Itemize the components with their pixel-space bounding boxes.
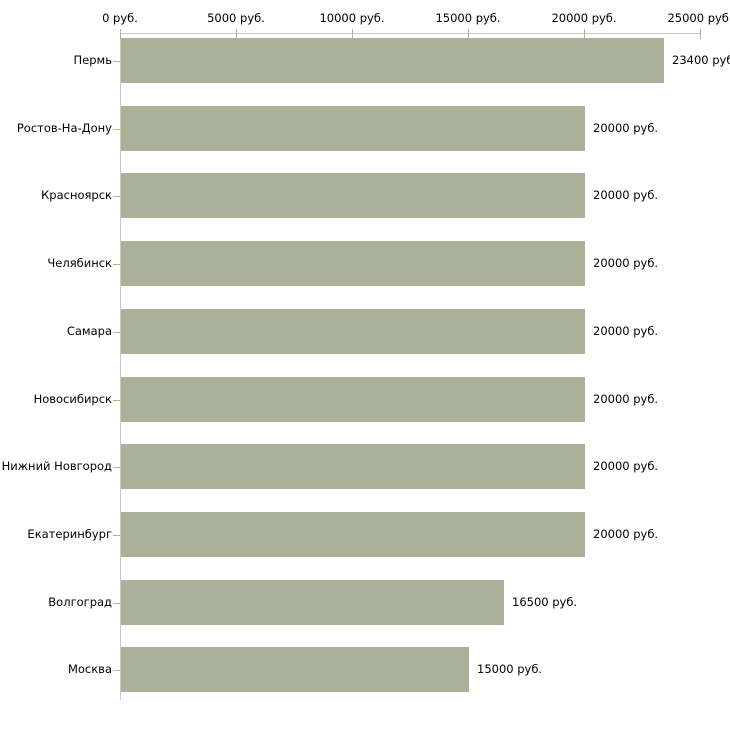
category-label: Нижний Новгород: [1, 459, 112, 473]
category-label: Новосибирск: [33, 392, 112, 406]
y-axis-tick: [113, 400, 120, 401]
x-axis-tick-label: 20000 руб.: [551, 11, 617, 25]
bar: [121, 106, 585, 151]
value-label: 23400 руб.: [672, 53, 730, 67]
category-label: Пермь: [73, 53, 112, 67]
x-axis-tick-label: 5000 руб.: [207, 11, 265, 25]
y-axis-tick: [113, 603, 120, 604]
value-label: 20000 руб.: [593, 392, 659, 406]
x-axis-line: [120, 33, 701, 34]
x-axis-tick: [352, 29, 353, 39]
bar: [121, 580, 504, 625]
y-axis-line: [120, 33, 121, 700]
value-label: 15000 руб.: [477, 662, 543, 676]
category-label: Ростов-На-Дону: [16, 121, 112, 135]
value-label: 20000 руб.: [593, 459, 659, 473]
y-axis-tick: [113, 129, 120, 130]
x-axis-tick: [468, 29, 469, 39]
value-label: 20000 руб.: [593, 527, 659, 541]
category-label: Волгоград: [48, 595, 112, 609]
bar: [121, 512, 585, 557]
category-label: Москва: [67, 662, 112, 676]
bar: [121, 241, 585, 286]
bar: [121, 173, 585, 218]
x-axis-tick: [700, 29, 701, 39]
x-axis-tick-label: 10000 руб.: [319, 11, 385, 25]
value-label: 20000 руб.: [593, 121, 659, 135]
y-axis-tick: [113, 332, 120, 333]
x-axis-tick: [120, 29, 121, 39]
bar: [121, 38, 664, 83]
y-axis-tick: [113, 196, 120, 197]
x-axis-tick-label: 0 руб.: [102, 11, 138, 25]
bar: [121, 647, 469, 692]
x-axis-tick: [236, 29, 237, 39]
category-label: Екатеринбург: [27, 527, 112, 541]
bar: [121, 377, 585, 422]
y-axis-tick: [113, 61, 120, 62]
x-axis-tick: [584, 29, 585, 39]
category-label: Самара: [66, 324, 112, 338]
x-axis-tick-label: 15000 руб.: [435, 11, 501, 25]
x-axis-tick-label: 25000 руб.: [667, 11, 730, 25]
bar: [121, 309, 585, 354]
category-label: Челябинск: [47, 256, 112, 270]
value-label: 20000 руб.: [593, 188, 659, 202]
y-axis-tick: [113, 264, 120, 265]
y-axis-tick: [113, 670, 120, 671]
bar: [121, 444, 585, 489]
category-label: Красноярск: [41, 188, 112, 202]
y-axis-tick: [113, 535, 120, 536]
value-label: 16500 руб.: [512, 595, 578, 609]
value-label: 20000 руб.: [593, 324, 659, 338]
value-label: 20000 руб.: [593, 256, 659, 270]
y-axis-tick: [113, 467, 120, 468]
